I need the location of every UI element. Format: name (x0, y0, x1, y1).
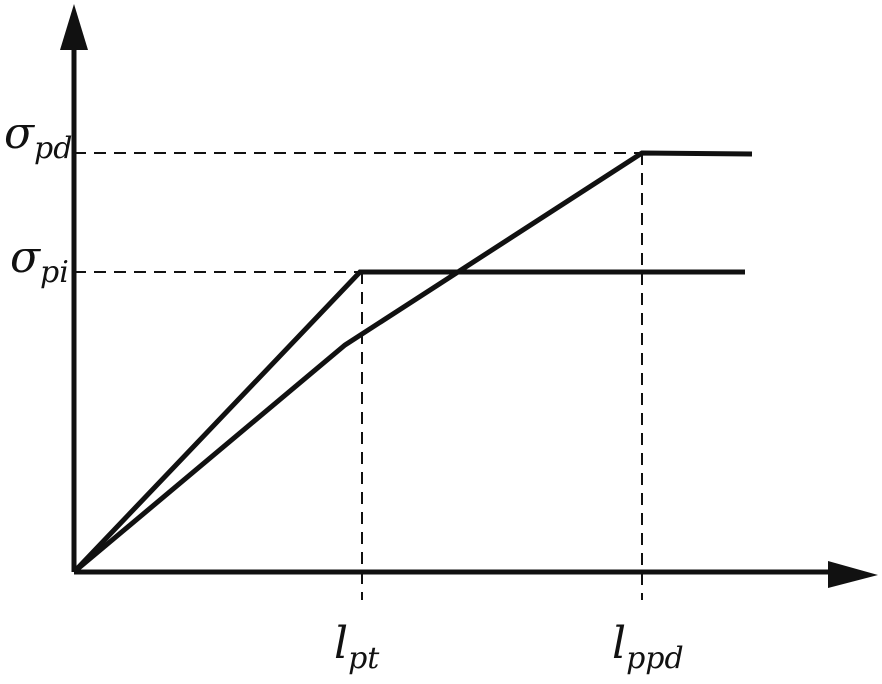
label-l-ppd: lppd (612, 622, 684, 674)
y-axis-arrowhead (60, 4, 88, 50)
sigma-pd-subscript: pd (34, 131, 73, 166)
curve-transfer-stress (72, 269, 745, 574)
sigma-pi-symbol: σ (10, 232, 41, 283)
l-pt-subscript: pt (348, 641, 380, 676)
x-axis-arrowhead (828, 561, 878, 588)
label-sigma-pi: σpi (10, 236, 69, 288)
sigma-pd-symbol: σ (4, 108, 35, 159)
l-pt-symbol: l (334, 618, 349, 669)
label-sigma-pd: σpd (4, 112, 72, 164)
curve-development-stress (72, 150, 753, 574)
sigma-pi-subscript: pi (40, 255, 69, 290)
l-ppd-subscript: ppd (626, 641, 684, 676)
l-ppd-symbol: l (612, 618, 627, 669)
label-l-pt: lpt (334, 622, 379, 674)
